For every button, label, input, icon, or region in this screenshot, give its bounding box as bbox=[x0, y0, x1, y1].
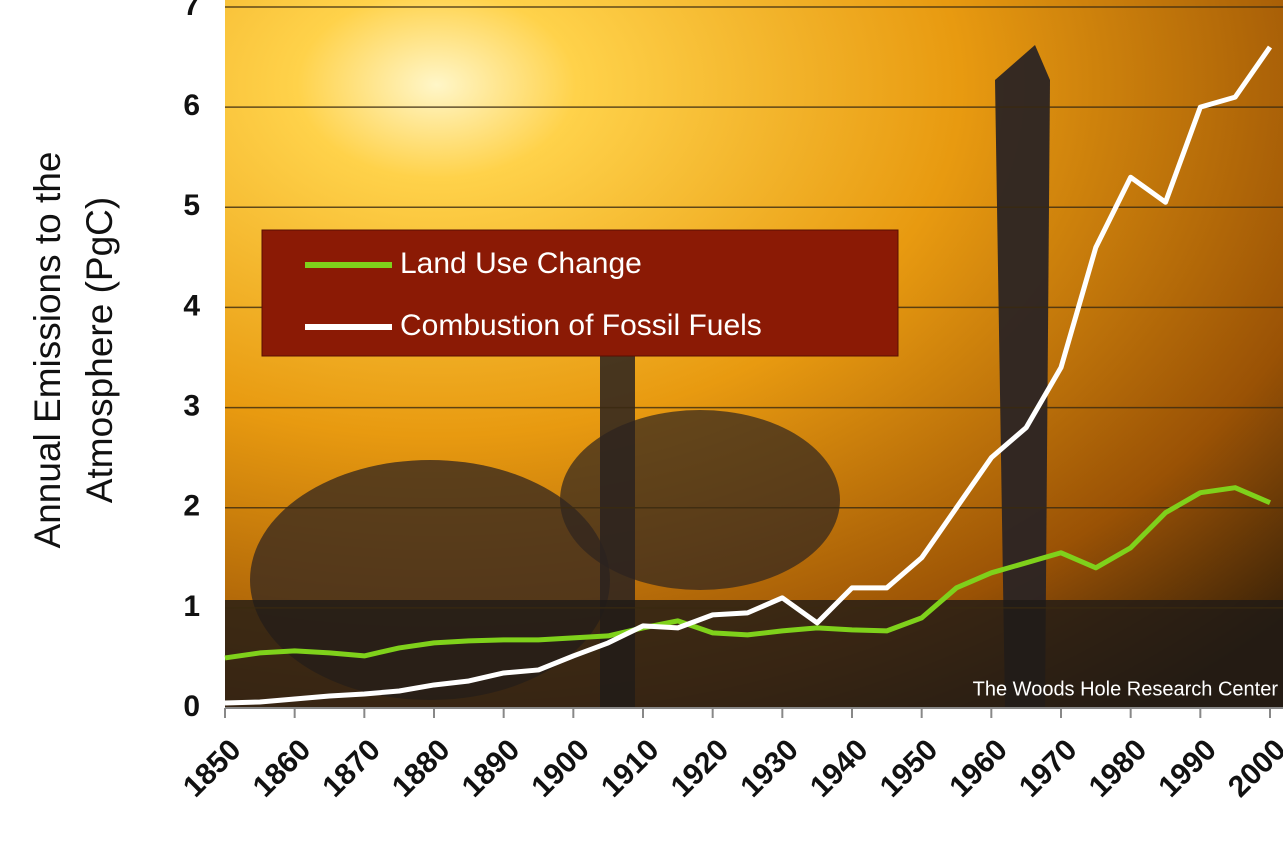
legend-label: Land Use Change bbox=[400, 247, 642, 280]
x-tick-label: 1930 bbox=[734, 733, 805, 804]
x-tick-label: 1850 bbox=[177, 733, 248, 804]
x-tick-label: 1970 bbox=[1013, 733, 1084, 804]
x-tick-label: 1940 bbox=[804, 733, 875, 804]
y-tick-label: 7 bbox=[183, 0, 200, 22]
x-tick-label: 1920 bbox=[665, 733, 736, 804]
y-tick-label: 6 bbox=[183, 89, 200, 122]
x-tick-label: 1880 bbox=[386, 733, 457, 804]
x-tick-label: 1900 bbox=[525, 733, 596, 804]
x-tick-label: 1980 bbox=[1083, 733, 1154, 804]
y-tick-label: 5 bbox=[183, 189, 200, 222]
legend: Land Use Change Combustion of Fossil Fuel… bbox=[261, 229, 899, 357]
y-tick-label: 2 bbox=[183, 490, 200, 523]
x-tick-label: 2000 bbox=[1222, 733, 1283, 804]
series-line bbox=[224, 45, 1273, 706]
lines bbox=[224, 45, 1273, 706]
x-tick-label: 1870 bbox=[316, 733, 387, 804]
legend-label: Combustion of Fossil Fuels bbox=[400, 309, 762, 342]
y-tick-label: 3 bbox=[183, 389, 200, 422]
plot-background bbox=[225, 0, 1283, 708]
y-axis-label: Atmosphere (PgC) bbox=[79, 197, 120, 503]
y-tick-label: 0 bbox=[183, 690, 200, 723]
y-tick-label: 4 bbox=[183, 289, 200, 322]
y-axis-label: Annual Emissions to the bbox=[27, 152, 68, 549]
x-tick-label: 1890 bbox=[456, 733, 527, 804]
x-tick-label: 1950 bbox=[874, 733, 945, 804]
y-tick-label: 1 bbox=[183, 590, 200, 623]
legend-box bbox=[261, 229, 899, 357]
x-tick-label: 1860 bbox=[247, 733, 318, 804]
credit: The Woods Hole Research Center bbox=[973, 678, 1279, 700]
x-tick-label: 1990 bbox=[1152, 733, 1223, 804]
x-tick-label: 1910 bbox=[595, 733, 666, 804]
x-tick-label: 1960 bbox=[943, 733, 1014, 804]
series-line bbox=[224, 485, 1271, 661]
